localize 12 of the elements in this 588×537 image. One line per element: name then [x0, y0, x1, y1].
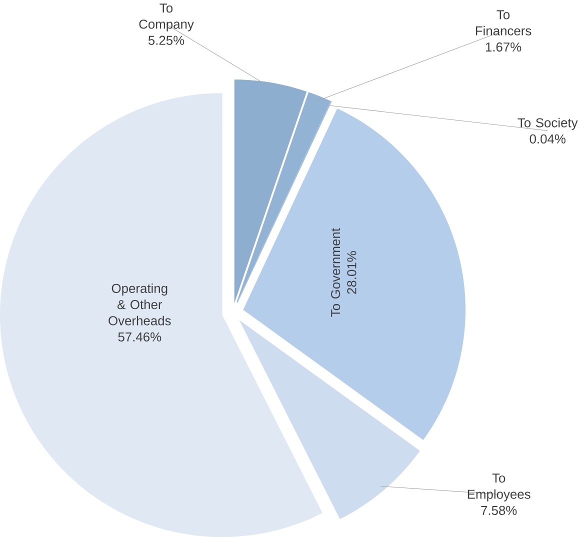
slice-label: To Government: [330, 228, 340, 317]
data-label: 5.25%: [148, 36, 184, 45]
slice-label: To Employees: [468, 474, 530, 502]
slice-label: To Financers: [476, 10, 532, 36]
slice-label: To Company: [139, 4, 194, 32]
slice-label: Operating & Other Overheads: [108, 284, 171, 326]
data-label: 28.01%: [347, 251, 356, 294]
data-label: 0.04%: [530, 134, 566, 144]
data-label: 57.46%: [118, 332, 162, 342]
data-label: 1.67%: [486, 42, 522, 52]
data-label: 7.58%: [481, 506, 517, 515]
slice-label: To Society: [518, 118, 578, 130]
